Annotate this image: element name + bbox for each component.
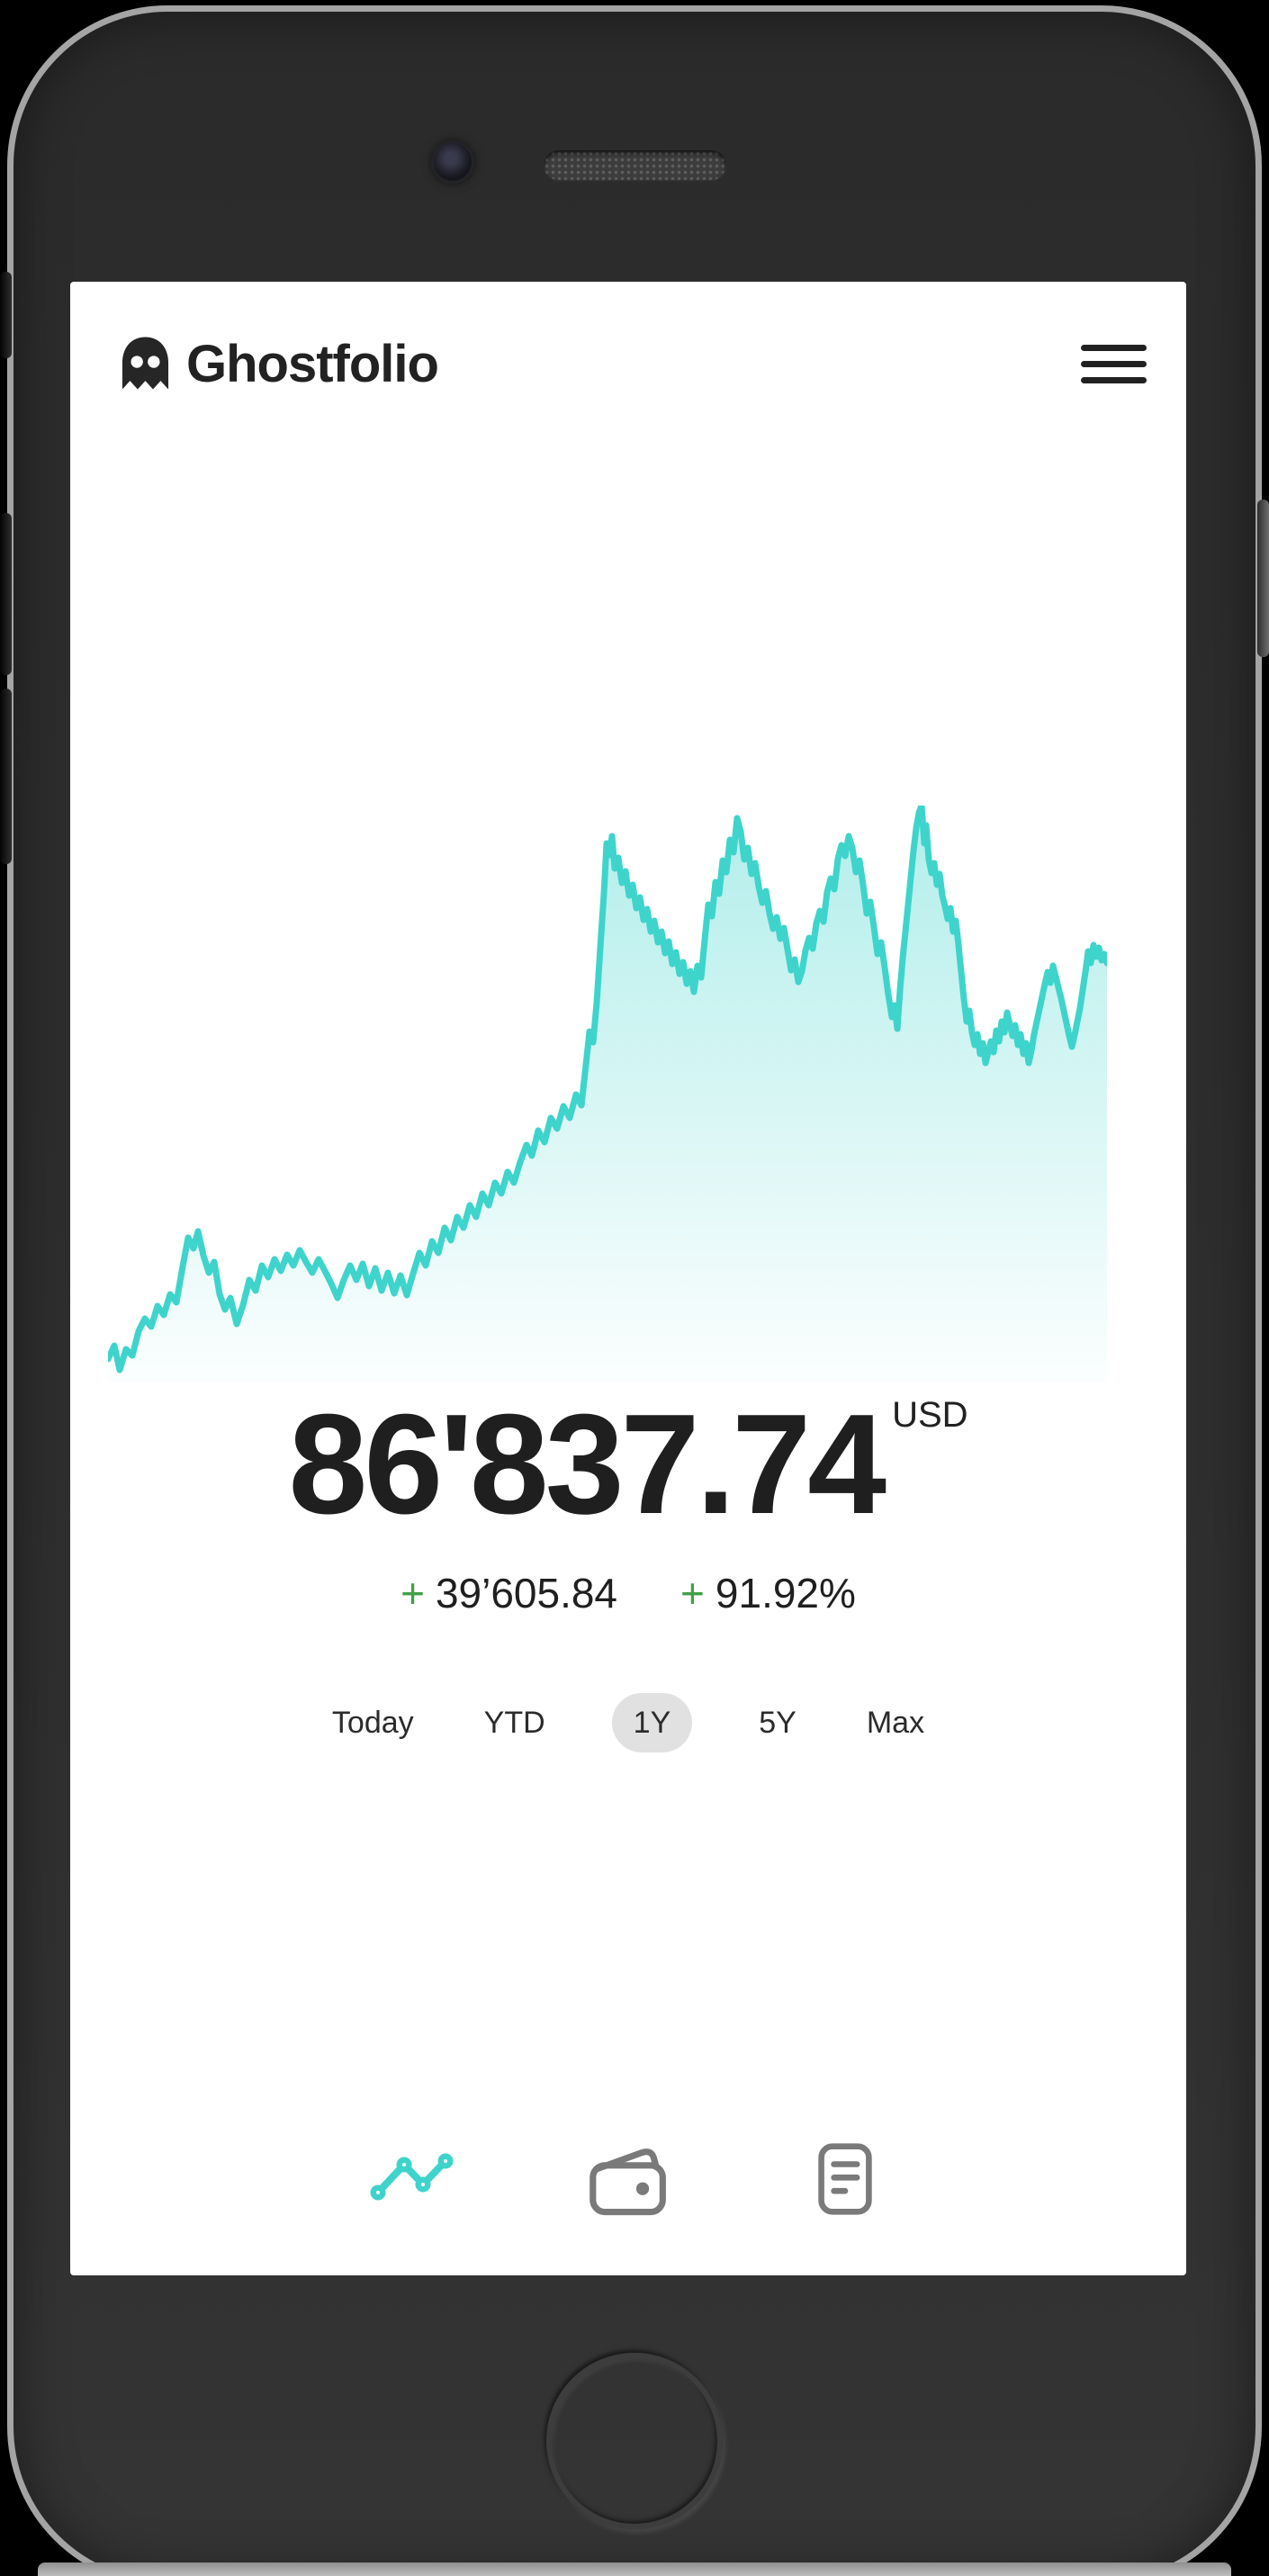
currency-label: USD bbox=[892, 1395, 968, 1435]
front-camera bbox=[431, 140, 474, 184]
volume-up-button bbox=[0, 513, 12, 675]
period-label: 5Y bbox=[759, 1706, 796, 1740]
nav-item-accounts[interactable] bbox=[579, 2130, 678, 2229]
home-button bbox=[546, 2353, 723, 2529]
change-absolute: + 39’605.84 bbox=[400, 1569, 617, 1617]
period-label: Max bbox=[866, 1706, 925, 1740]
period-selector: Today YTD 1Y 5Y Max bbox=[70, 1693, 1186, 1752]
period-label: 1Y bbox=[633, 1706, 671, 1740]
period-button[interactable]: Today bbox=[328, 1693, 418, 1752]
chart-area-fill bbox=[108, 806, 1107, 1382]
bottom-navigation bbox=[70, 2125, 1186, 2233]
plus-sign: + bbox=[400, 1570, 425, 1617]
change-absolute-value: 39’605.84 bbox=[435, 1570, 618, 1617]
app-header: Ghostfolio bbox=[120, 329, 1147, 399]
period-label: YTD bbox=[483, 1706, 545, 1740]
app-title: Ghostfolio bbox=[186, 334, 439, 393]
line-chart-icon bbox=[370, 2153, 454, 2201]
power-button bbox=[1257, 500, 1269, 657]
period-button[interactable]: YTD bbox=[481, 1693, 549, 1752]
line-chart bbox=[108, 806, 1107, 1382]
portfolio-value-row: 86'837.74 USD bbox=[70, 1393, 1186, 1536]
volume-down-button bbox=[0, 689, 12, 864]
period-button[interactable]: 5Y bbox=[755, 1693, 800, 1752]
mute-switch bbox=[0, 272, 12, 358]
portfolio-total-value: 86'837.74 bbox=[288, 1385, 886, 1544]
change-percent-value: 91.92% bbox=[715, 1570, 856, 1617]
chart-line bbox=[108, 806, 1107, 1374]
earpiece-speaker bbox=[544, 150, 726, 180]
period-button[interactable]: 1Y bbox=[611, 1693, 693, 1752]
app-screen: Ghostfolio 86'837.74 USD bbox=[70, 282, 1186, 2275]
ghost-icon bbox=[122, 337, 169, 390]
wallet-icon bbox=[590, 2148, 666, 2216]
file-report-icon bbox=[818, 2143, 872, 2215]
period-button[interactable]: Max bbox=[863, 1693, 928, 1752]
performance-chart[interactable] bbox=[108, 806, 1107, 1382]
bottom-metal-band bbox=[38, 2562, 1231, 2576]
hamburger-menu-icon[interactable] bbox=[1081, 339, 1147, 389]
period-label: Today bbox=[331, 1706, 414, 1740]
plus-sign: + bbox=[680, 1570, 705, 1617]
nav-item-performance[interactable] bbox=[362, 2130, 461, 2229]
portfolio-change-row: + 39’605.84 + 91.92% bbox=[70, 1569, 1186, 1617]
nav-item-report[interactable] bbox=[796, 2130, 895, 2229]
change-percent: + 91.92% bbox=[680, 1569, 856, 1617]
